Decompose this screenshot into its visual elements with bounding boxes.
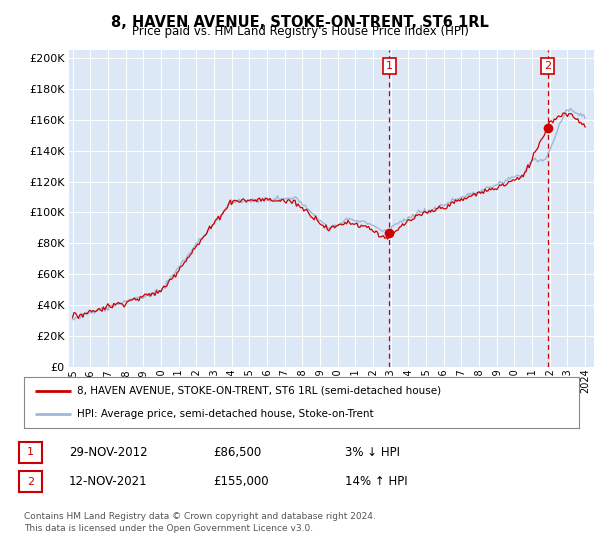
Text: 8, HAVEN AVENUE, STOKE-ON-TRENT, ST6 1RL: 8, HAVEN AVENUE, STOKE-ON-TRENT, ST6 1RL bbox=[111, 15, 489, 30]
Text: 2: 2 bbox=[544, 61, 551, 71]
Text: Contains HM Land Registry data © Crown copyright and database right 2024.
This d: Contains HM Land Registry data © Crown c… bbox=[24, 512, 376, 533]
Text: 8, HAVEN AVENUE, STOKE-ON-TRENT, ST6 1RL (semi-detached house): 8, HAVEN AVENUE, STOKE-ON-TRENT, ST6 1RL… bbox=[77, 386, 441, 396]
Text: 2: 2 bbox=[27, 477, 34, 487]
Text: £155,000: £155,000 bbox=[213, 475, 269, 488]
Text: 1: 1 bbox=[27, 447, 34, 458]
Text: Price paid vs. HM Land Registry's House Price Index (HPI): Price paid vs. HM Land Registry's House … bbox=[131, 25, 469, 38]
Text: 1: 1 bbox=[386, 61, 393, 71]
Text: 14% ↑ HPI: 14% ↑ HPI bbox=[345, 475, 407, 488]
Text: 12-NOV-2021: 12-NOV-2021 bbox=[69, 475, 148, 488]
Text: 29-NOV-2012: 29-NOV-2012 bbox=[69, 446, 148, 459]
Text: 3% ↓ HPI: 3% ↓ HPI bbox=[345, 446, 400, 459]
Text: HPI: Average price, semi-detached house, Stoke-on-Trent: HPI: Average price, semi-detached house,… bbox=[77, 409, 373, 419]
Text: £86,500: £86,500 bbox=[213, 446, 261, 459]
